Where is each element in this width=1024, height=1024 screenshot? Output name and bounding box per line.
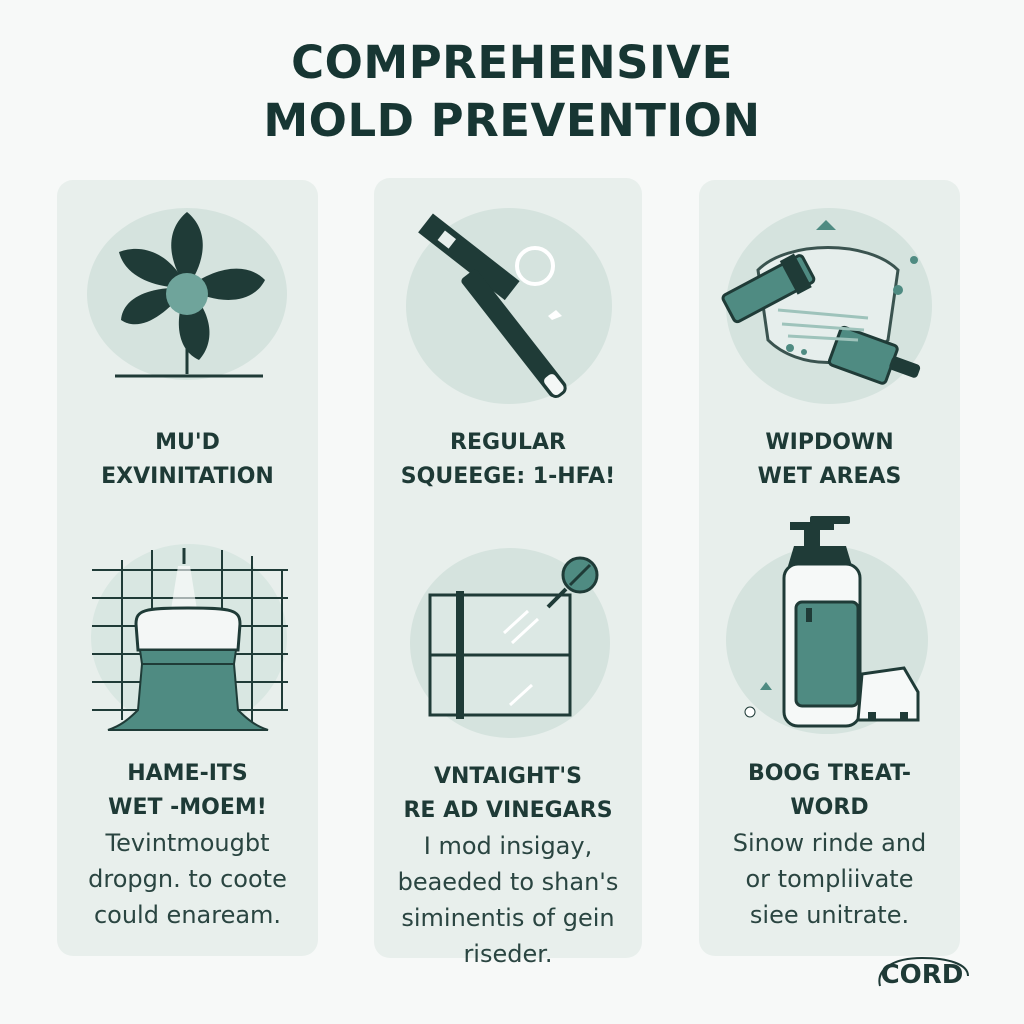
squeegee-icon	[418, 213, 567, 399]
card-3-label-line-1: WIPDOWN	[765, 430, 894, 455]
card-4-desc-line-3: could enaream.	[93, 901, 282, 929]
card-4-desc-line-2: dropgn. to coote	[88, 865, 287, 893]
card-6-desc-line-3: siee unitrate.	[749, 901, 910, 929]
card-3-label-line-2: WET AREAS	[757, 464, 902, 489]
card-4-label-line-2: WET -MOEM!	[108, 795, 267, 820]
card-3-label: WIPDOWN WET AREAS	[699, 426, 960, 494]
card-5-desc-line-1: I mod insigay,	[423, 832, 593, 860]
card-1-label-line-1: MU'D	[155, 430, 220, 455]
card-1-label: MU'D EXVINITATION	[57, 426, 318, 494]
glass-door-spray-icon	[428, 556, 599, 719]
card-5-label-line-2: RE AD VINEGARS	[403, 798, 613, 823]
card-6-description: Sinow rinde and or tompliivate siee unit…	[699, 825, 960, 933]
bottle-icon	[744, 516, 920, 728]
wipe-roller-icon	[721, 220, 921, 385]
title-line-1: COMPREHENSIVE	[291, 36, 733, 89]
card-5-label: VNTAIGHT'S RE AD VINEGARS	[374, 760, 642, 828]
logo-swoosh-icon	[878, 956, 969, 987]
shower-cap-icon	[92, 548, 288, 731]
card-6-label-line-1: BOOG TREAT-	[747, 761, 912, 786]
card-4-label-line-1: HAME-ITS	[127, 761, 248, 786]
card-5-desc-line-2: beaeded to shan's	[397, 868, 619, 896]
card-5-desc-line-4: riseder.	[463, 940, 553, 968]
card-6-label-line-2: WORD	[790, 795, 869, 820]
card-6-desc-line-2: or tompliivate	[745, 865, 914, 893]
title-line-2: MOLD PREVENTION	[263, 94, 761, 147]
card-1-label-line-2: EXVINITATION	[101, 464, 274, 489]
card-4-label: HAME-ITS WET -MOEM!	[57, 757, 318, 825]
card-4-desc-line-1: Tevintmougbt	[105, 829, 270, 857]
card-6-label: BOOG TREAT- WORD	[699, 757, 960, 825]
flower-fan-icon	[115, 212, 265, 378]
card-5-desc-line-3: siminentis of gein	[401, 904, 615, 932]
brand-logo: CORD	[872, 950, 972, 1000]
logo-text: CORD	[880, 960, 964, 990]
page-title: COMPREHENSIVE MOLD PREVENTION	[0, 34, 1024, 150]
card-2-label-line-1: REGULAR	[450, 430, 566, 455]
card-5-label-line-1: VNTAIGHT'S	[433, 764, 582, 789]
card-2-label: REGULAR SQUEEGE: 1-HFA!	[374, 426, 642, 494]
card-6-desc-line-1: Sinow rinde and	[732, 829, 927, 857]
card-4-description: Tevintmougbt dropgn. to coote could enar…	[57, 825, 318, 933]
card-5-description: I mod insigay, beaeded to shan's siminen…	[374, 828, 642, 972]
card-2-label-line-2: SQUEEGE: 1-HFA!	[400, 464, 616, 489]
